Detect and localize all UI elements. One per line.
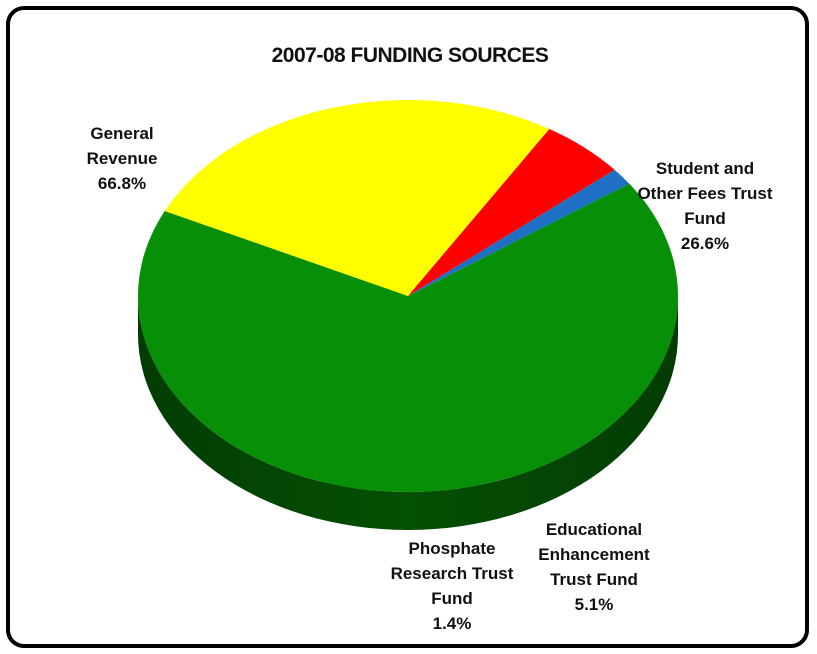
pie-slice-student-and-other-fees-trust-fund: [164, 100, 550, 297]
slice-label-line: Revenue: [87, 149, 158, 168]
pie-tops: [137, 100, 678, 492]
slice-label-student-and-other-fees-trust-fund: Student and Other Fees Trust Fund 26.6%: [637, 159, 772, 253]
slice-label-general-revenue: General Revenue 66.8%: [87, 124, 158, 193]
slice-label-line: Fund: [431, 589, 473, 608]
chart-title: 2007-08 FUNDING SOURCES: [272, 44, 549, 67]
slice-label-line: 1.4%: [433, 614, 472, 633]
slice-label-line: 5.1%: [575, 595, 614, 614]
slice-label-line: Other Fees Trust: [637, 184, 772, 203]
pie-slice-general-revenue: [137, 183, 678, 492]
slice-label-phosphate-research-trust-fund: Phosphate Research Trust Fund 1.4%: [391, 539, 514, 633]
slice-label-line: 26.6%: [681, 234, 729, 253]
pie-slice-phosphate-research-trust-fund: [408, 169, 630, 296]
slice-label-line: General: [90, 124, 153, 143]
pie-slice-educational-enhancement-trust-fund: [408, 129, 615, 296]
slice-label-line: Student and: [656, 159, 754, 178]
slice-label-line: 66.8%: [98, 174, 146, 193]
slice-label-line: Fund: [684, 209, 726, 228]
slice-label-line: Phosphate: [409, 539, 496, 558]
slice-label-educational-enhancement-trust-fund: Educational Enhancement Trust Fund 5.1%: [538, 520, 650, 614]
slice-label-line: Enhancement: [538, 545, 650, 564]
pie-sides: [138, 296, 678, 530]
slice-label-line: Research Trust: [391, 564, 514, 583]
slice-label-line: Educational: [546, 520, 642, 539]
pie-side-shading: [138, 296, 678, 530]
pie-labels: General Revenue 66.8% Student and Other Fees…: [87, 124, 773, 633]
slice-label-line: Trust Fund: [550, 570, 638, 589]
